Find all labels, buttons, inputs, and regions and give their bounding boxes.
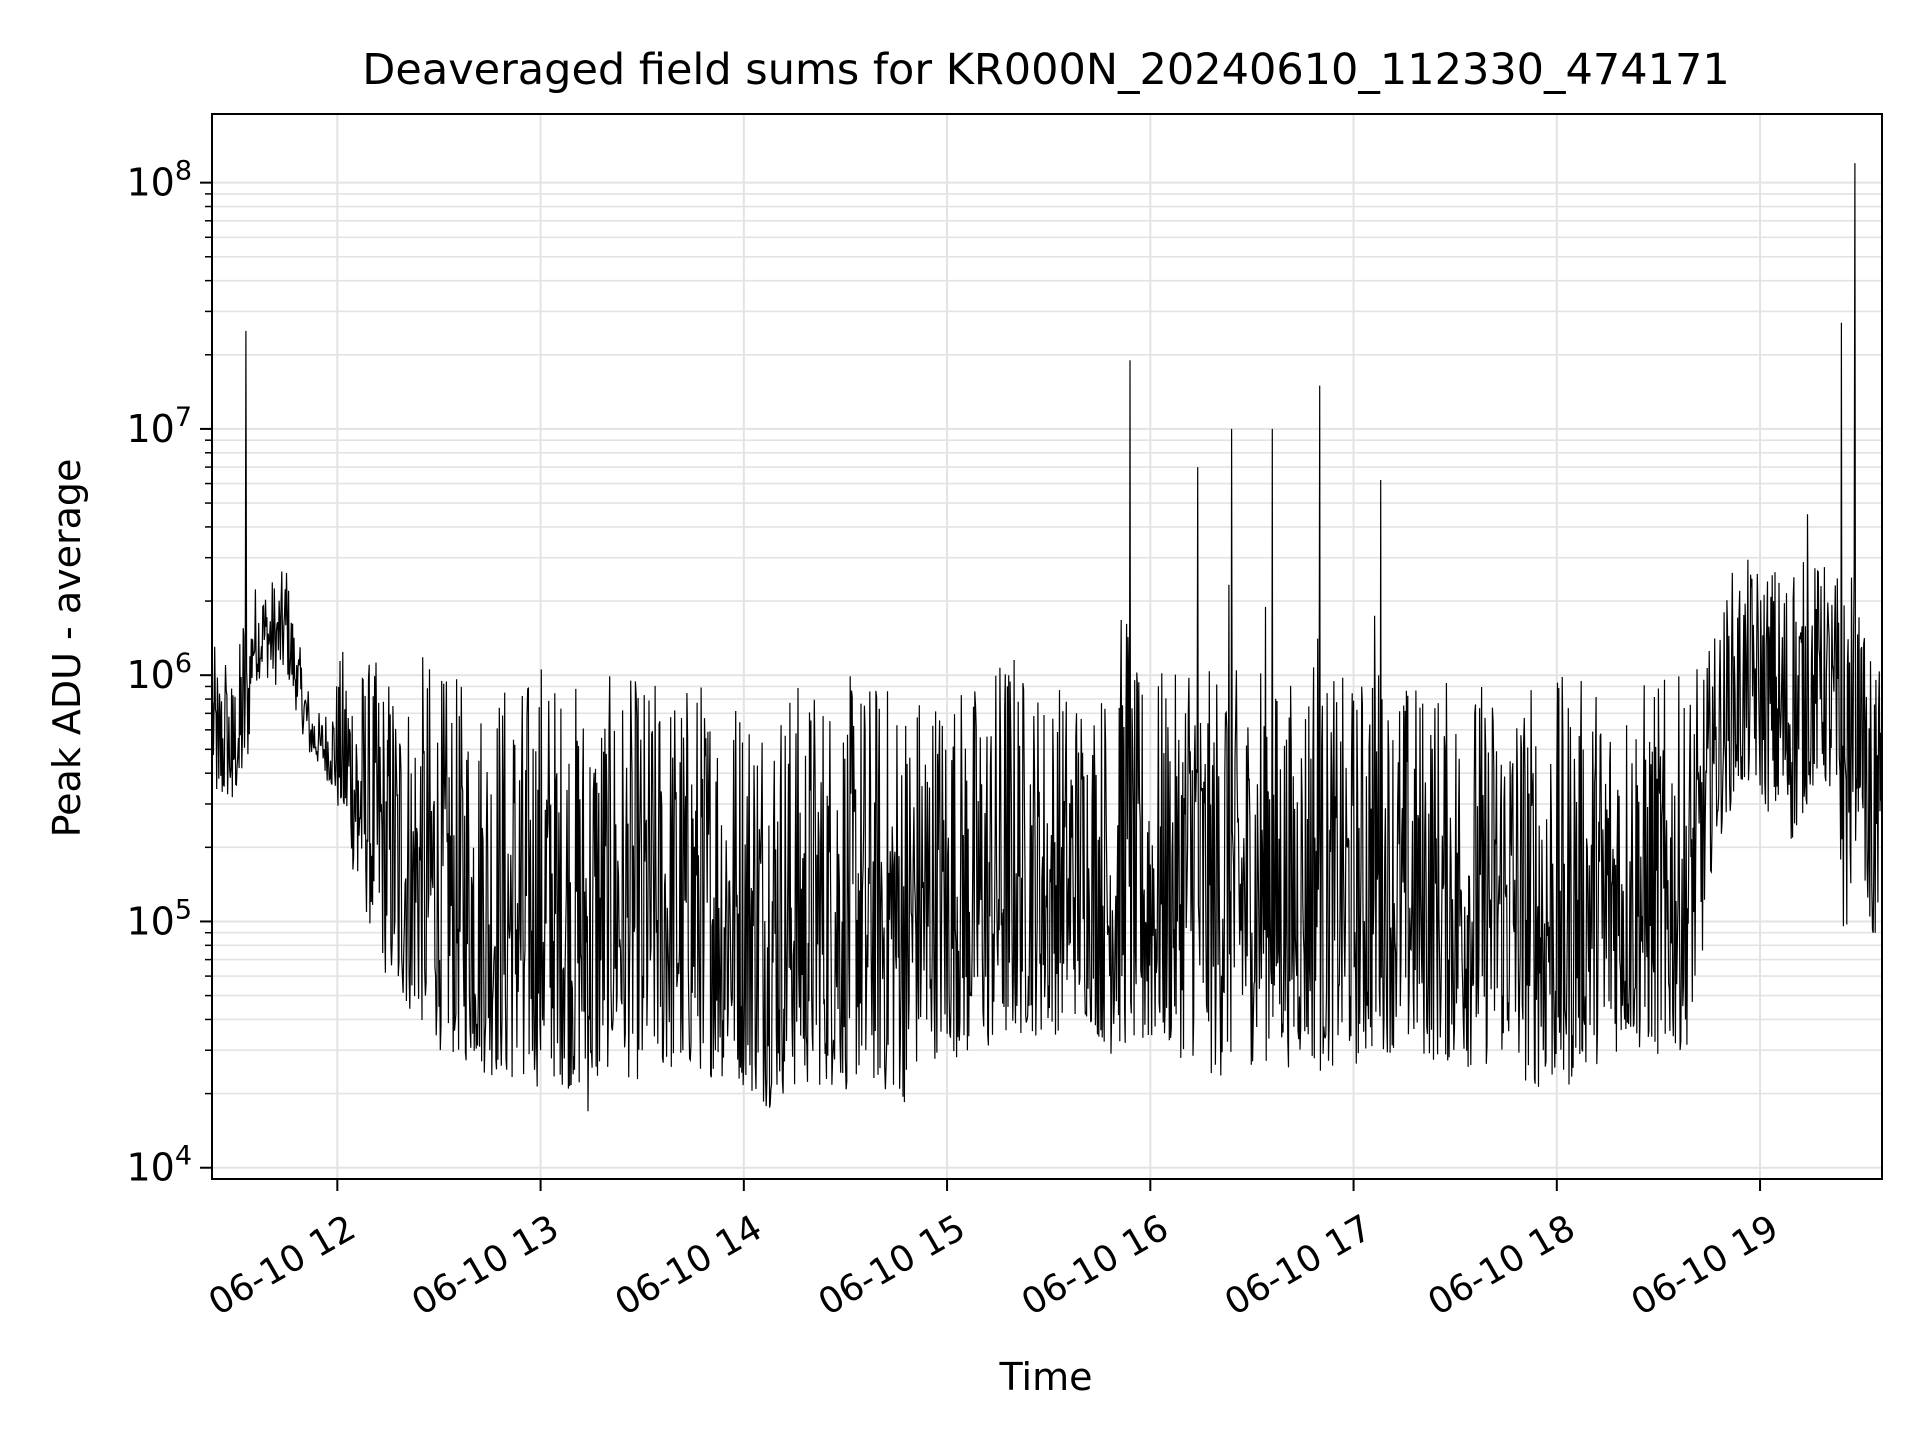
x-tick-label: 06-10 12	[202, 1207, 363, 1323]
plot-area	[212, 163, 1882, 1112]
y-tick-label: 108	[126, 156, 192, 205]
y-axis-label: Peak ADU - average	[45, 459, 89, 838]
y-tick-label: 107	[126, 402, 192, 451]
x-tick-label: 06-10 17	[1218, 1207, 1379, 1323]
x-tick-label: 06-10 18	[1421, 1207, 1582, 1323]
x-tick-label: 06-10 19	[1625, 1207, 1786, 1323]
x-tick-label: 06-10 15	[812, 1207, 973, 1323]
y-tick-label: 106	[126, 648, 192, 697]
y-tick-label: 104	[126, 1141, 192, 1190]
chart-title: Deaveraged field sums for KR000N_2024061…	[362, 45, 1729, 95]
grid-layer	[212, 114, 1882, 1179]
y-tick-label: 105	[126, 894, 192, 943]
plot-frame	[211, 113, 1883, 1180]
x-tick-label: 06-10 14	[608, 1207, 769, 1323]
y-axis: 104 105 106 107 108	[126, 156, 212, 1190]
x-tick-label: 06-10 16	[1015, 1207, 1176, 1323]
series-line	[212, 163, 1882, 1112]
series-layer	[212, 163, 1882, 1112]
x-axis: 06-10 12 06-10 13 06-10 14 06-10 15 06-10 16…	[202, 1179, 1785, 1324]
x-tick-label: 06-10 13	[405, 1207, 566, 1323]
x-axis-label: Time	[999, 1355, 1093, 1399]
